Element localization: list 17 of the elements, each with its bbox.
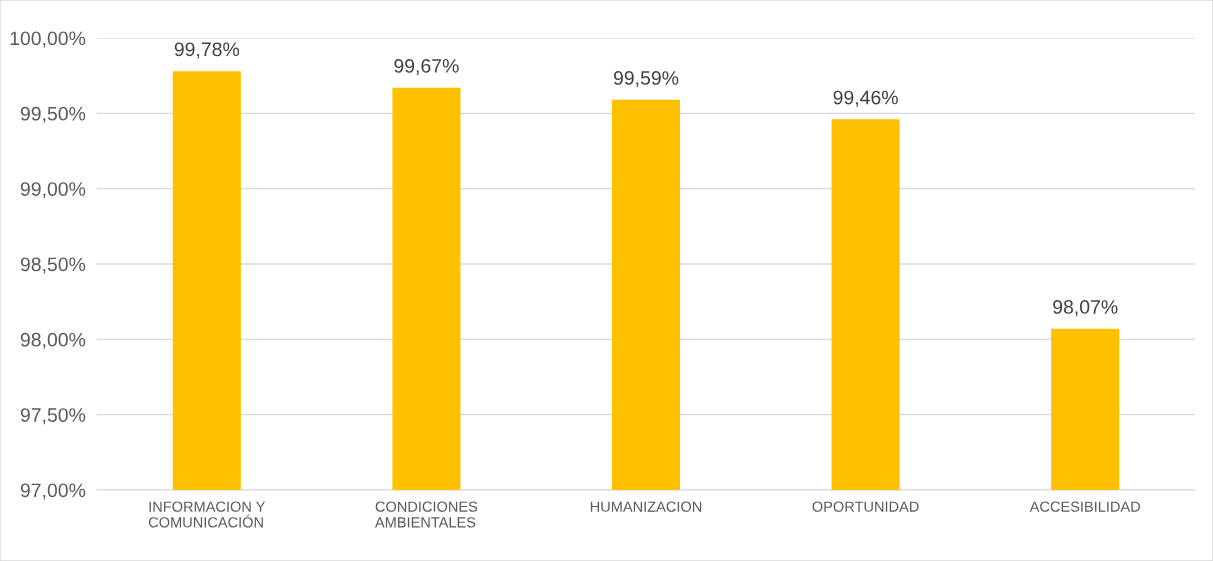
x-tick-label: INFORMACION Y COMUNICACIÓN bbox=[148, 501, 266, 528]
data-label: 99,59% bbox=[613, 71, 679, 88]
y-tick-label: 97,00% bbox=[20, 483, 86, 500]
y-tick-label: 98,00% bbox=[20, 332, 86, 349]
x-tick-label: ACCESIBILIDAD bbox=[1029, 501, 1141, 512]
y-tick-label: 100,00% bbox=[10, 31, 86, 48]
y-tick-label: 99,00% bbox=[20, 182, 86, 199]
data-label: 98,07% bbox=[1053, 300, 1118, 317]
x-tick-label: CONDICIONES AMBIENTALES bbox=[374, 501, 478, 528]
x-tick-label: OPORTUNIDAD bbox=[812, 501, 919, 512]
data-label: 99,67% bbox=[394, 59, 459, 76]
y-tick-label: 99,50% bbox=[20, 106, 86, 123]
y-tick-label: 98,50% bbox=[20, 257, 86, 274]
data-label: 99,78% bbox=[174, 42, 240, 59]
x-tick-label: HUMANIZACION bbox=[590, 501, 702, 512]
data-label: 99,46% bbox=[833, 90, 898, 107]
y-tick-label: 97,50% bbox=[20, 408, 86, 425]
